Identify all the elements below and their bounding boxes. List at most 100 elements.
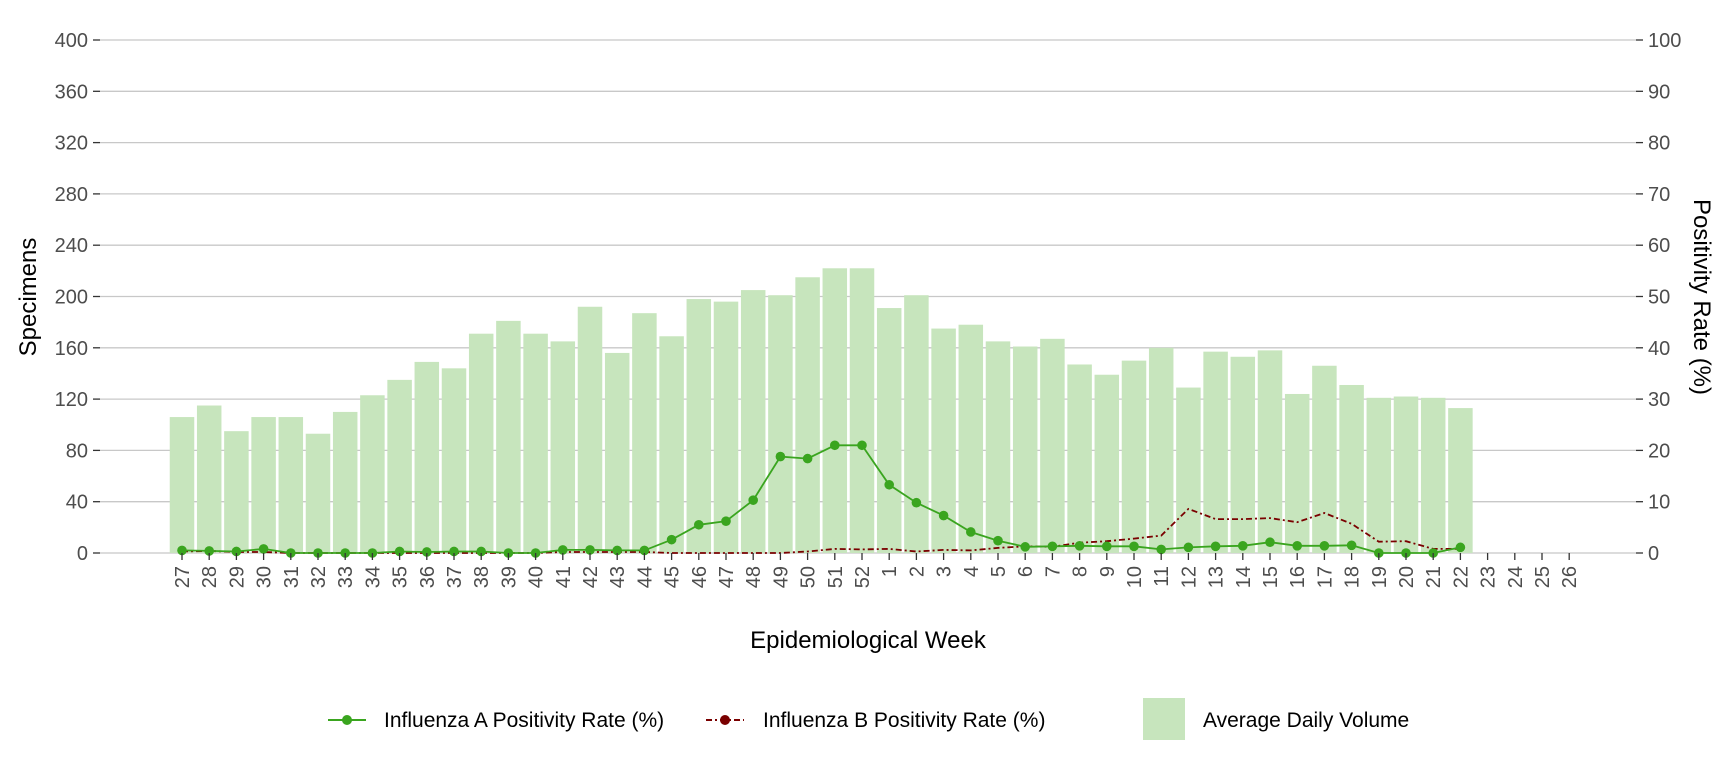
point-influenza-a — [1455, 542, 1466, 553]
point-influenza-a — [1346, 540, 1357, 551]
point-influenza-a — [558, 545, 568, 555]
bar-average-daily-volume — [360, 395, 385, 553]
x-tick-label: 51 — [825, 566, 847, 588]
point-influenza-a — [177, 545, 187, 556]
x-tick-label: 27 — [172, 566, 194, 588]
y2-tick-label: 40 — [1648, 338, 1670, 360]
legend-item-volume: Average Daily Volume — [1143, 698, 1409, 740]
bar-average-daily-volume — [1040, 338, 1065, 553]
point-influenza-a — [231, 546, 242, 557]
x-tick-label: 7 — [1042, 566, 1064, 577]
y-tick-label: 40 — [66, 492, 88, 514]
bars — [169, 268, 1473, 553]
bar-average-daily-volume — [305, 433, 331, 553]
point-influenza-a — [938, 510, 949, 521]
x-tick-label: 49 — [770, 566, 792, 588]
point-influenza-a — [1238, 541, 1248, 551]
x-tick-label: 43 — [607, 566, 629, 588]
x-tick-label: 52 — [852, 566, 874, 588]
bar-average-daily-volume — [632, 313, 657, 553]
bar-average-daily-volume — [1420, 397, 1446, 553]
x-tick-label: 10 — [1124, 566, 1146, 588]
point-influenza-a — [884, 479, 894, 490]
x-tick-label: 35 — [390, 566, 412, 588]
bar-average-daily-volume — [822, 268, 848, 553]
x-tick-label: 14 — [1233, 566, 1255, 588]
x-axis-title: Epidemiological Week — [750, 627, 987, 654]
y-tick-label: 360 — [55, 81, 88, 103]
x-tick-label: 46 — [689, 566, 711, 588]
x-tick-label: 6 — [1015, 566, 1037, 577]
bar-average-daily-volume — [686, 299, 712, 553]
point-influenza-a — [1156, 544, 1166, 555]
y2-tick-label: 10 — [1648, 492, 1670, 514]
x-tick-label: 4 — [961, 566, 983, 577]
x-tick-label: 24 — [1505, 566, 1527, 588]
point-influenza-a — [830, 440, 840, 451]
bar-average-daily-volume — [985, 341, 1011, 553]
y-tick-label: 320 — [55, 133, 88, 155]
point-influenza-a — [966, 527, 976, 537]
bar-average-daily-volume — [332, 411, 358, 553]
bar-average-daily-volume — [414, 361, 440, 553]
bar-average-daily-volume — [876, 308, 902, 553]
bar-average-daily-volume — [1121, 360, 1147, 553]
point-influenza-a — [775, 451, 786, 462]
y-tick-label: 400 — [55, 30, 88, 52]
y2-tick-label: 30 — [1648, 389, 1670, 411]
x-tick-label: 30 — [254, 566, 276, 588]
bar-average-daily-volume — [713, 301, 739, 553]
legend: Influenza A Positivity Rate (%) Influenz… — [328, 698, 1409, 740]
point-influenza-a — [639, 545, 650, 556]
bar-average-daily-volume — [496, 320, 521, 553]
legend-swatch-influenza-b-marker — [720, 715, 730, 725]
point-influenza-a — [721, 516, 731, 526]
bar-average-daily-volume — [768, 295, 793, 553]
x-tick-label: 25 — [1532, 566, 1554, 588]
point-influenza-a — [1020, 542, 1030, 552]
y-tick-label: 280 — [55, 184, 88, 206]
point-influenza-a — [612, 545, 622, 556]
bar-average-daily-volume — [795, 277, 820, 553]
bar-average-daily-volume — [1230, 356, 1256, 553]
legend-label-influenza-a: Influenza A Positivity Rate (%) — [384, 709, 664, 732]
legend-label-influenza-b: Influenza B Positivity Rate (%) — [763, 709, 1045, 732]
x-tick-label: 41 — [553, 566, 575, 588]
point-influenza-a — [204, 546, 214, 556]
bar-average-daily-volume — [278, 417, 304, 553]
point-influenza-a — [1074, 541, 1085, 551]
x-tick-label: 12 — [1178, 566, 1200, 588]
point-influenza-a — [1183, 542, 1194, 553]
point-influenza-a — [422, 547, 432, 557]
bar-average-daily-volume — [387, 379, 412, 553]
x-tick-label: 34 — [362, 566, 384, 588]
y2-tick-label: 100 — [1648, 30, 1681, 52]
bar-average-daily-volume — [224, 431, 249, 553]
x-tick-label: 37 — [444, 566, 466, 588]
point-influenza-a — [802, 453, 813, 464]
bar-average-daily-volume — [1094, 374, 1120, 553]
bar-average-daily-volume — [740, 290, 766, 553]
bar-average-daily-volume — [849, 268, 875, 553]
point-influenza-a — [1292, 541, 1302, 551]
point-influenza-a — [585, 545, 595, 555]
y-tick-label: 120 — [55, 389, 88, 411]
x-tick-label: 16 — [1287, 566, 1309, 588]
legend-swatch-volume — [1143, 698, 1185, 740]
x-tick-label: 11 — [1151, 566, 1173, 587]
bar-average-daily-volume — [1366, 397, 1392, 553]
x-tick-label: 20 — [1396, 566, 1418, 588]
bar-average-daily-volume — [251, 417, 276, 553]
y-tick-label: 0 — [77, 543, 88, 565]
x-tick-label: 48 — [743, 566, 765, 588]
x-tick-label: 45 — [662, 566, 684, 588]
bar-average-daily-volume — [1339, 384, 1364, 553]
bar-average-daily-volume — [169, 417, 195, 553]
y-tick-label: 200 — [55, 287, 88, 309]
x-tick-label: 40 — [526, 566, 548, 588]
point-influenza-a — [857, 440, 867, 451]
y2-tick-label: 80 — [1648, 133, 1670, 155]
x-tick-label: 23 — [1478, 566, 1500, 588]
bar-average-daily-volume — [1176, 387, 1201, 553]
x-tick-label: 28 — [199, 566, 221, 588]
